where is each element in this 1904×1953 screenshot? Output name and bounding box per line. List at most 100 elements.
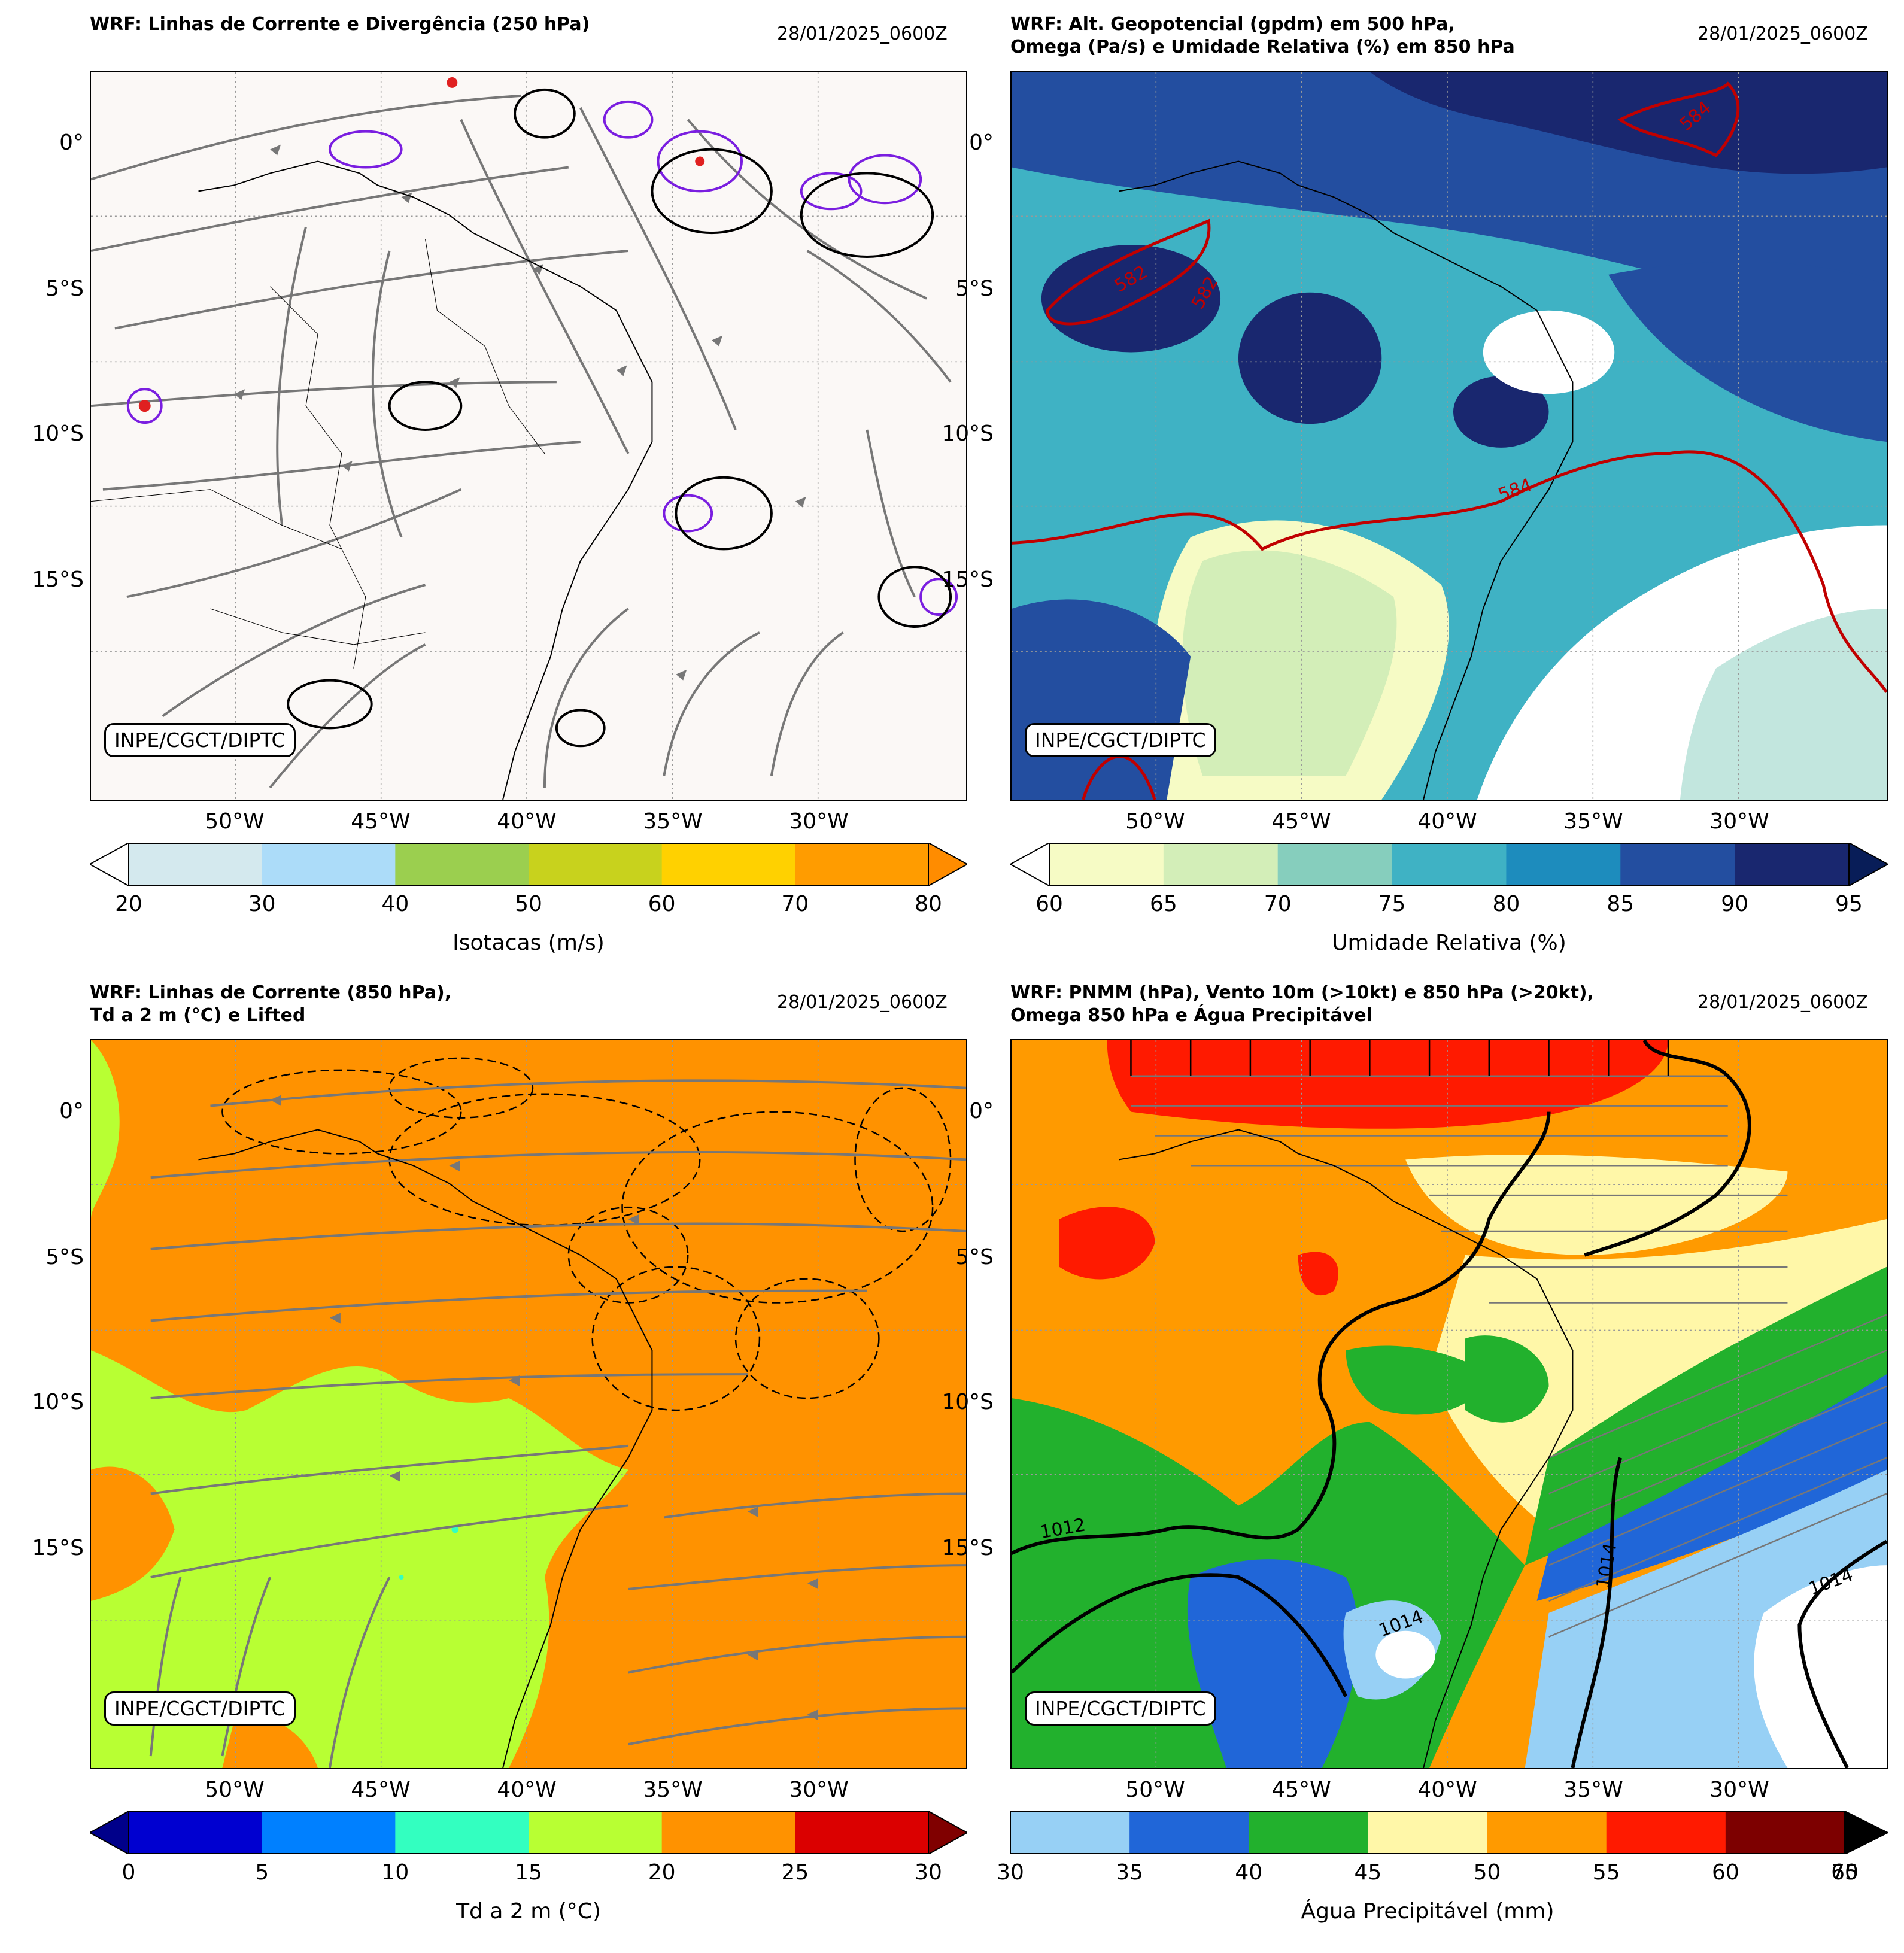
colorbar-segment bbox=[1735, 843, 1850, 886]
colorbar-tick-label: 75 bbox=[1378, 892, 1406, 916]
colorbar-tick-label: 50 bbox=[515, 892, 542, 916]
colorbar-label: Umidade Relativa (%) bbox=[1332, 931, 1566, 955]
lon-label: 30°W bbox=[789, 809, 849, 834]
map-pnmm: 1012 1014 1014 1014 INPE/CGCT/DIPTC bbox=[1010, 1039, 1888, 1769]
colorbar-extend-low bbox=[90, 843, 129, 886]
colorbar-label: Td a 2 m (°C) bbox=[456, 1899, 601, 1924]
panel-title: WRF: PNMM (hPa), Vento 10m (>10kt) e 850… bbox=[1010, 982, 1595, 1003]
colorbar-tick-label: 40 bbox=[1235, 1860, 1263, 1885]
colorbar-tick-label: 70 bbox=[1264, 892, 1292, 916]
colorbar-segment bbox=[1129, 1811, 1249, 1854]
credit-label: INPE/CGCT/DIPTC bbox=[104, 1691, 296, 1726]
lat-label: 5°S bbox=[955, 277, 994, 301]
colorbar-segment bbox=[1010, 1811, 1130, 1854]
colorbar-tick-label: 70 bbox=[781, 892, 809, 916]
colorbar-segment bbox=[129, 1811, 263, 1854]
map-250hpa: INPE/CGCT/DIPTC bbox=[90, 71, 967, 801]
colorbar-segment bbox=[262, 843, 396, 886]
colorbar bbox=[1010, 843, 1888, 886]
lon-label: 35°W bbox=[643, 1778, 703, 1802]
lon-label: 50°W bbox=[205, 1778, 265, 1802]
colorbar-tick-label: 10 bbox=[381, 1860, 409, 1885]
colorbar-tick-label: 30 bbox=[248, 892, 276, 916]
colorbar-label: Isotacas (m/s) bbox=[453, 931, 605, 955]
colorbar-tick-label: 5 bbox=[255, 1860, 269, 1885]
lon-label: 45°W bbox=[351, 1778, 411, 1802]
colorbar-segment bbox=[1049, 843, 1164, 886]
lat-label: 10°S bbox=[942, 1390, 994, 1414]
colorbar-segment bbox=[1620, 843, 1735, 886]
colorbar-svg bbox=[1010, 1811, 1888, 1854]
lon-label: 40°W bbox=[1417, 809, 1477, 834]
panel-date: 28/01/2025_0600Z bbox=[777, 23, 948, 44]
lon-label: 40°W bbox=[497, 809, 557, 834]
colorbar-segment bbox=[1368, 1811, 1488, 1854]
lat-label: 5°S bbox=[45, 1245, 84, 1269]
map-graphics bbox=[91, 72, 966, 800]
colorbar-tick-label: 20 bbox=[648, 1860, 676, 1885]
colorbar-segment bbox=[1487, 1811, 1607, 1854]
credit-label: INPE/CGCT/DIPTC bbox=[104, 723, 296, 757]
lon-label: 35°W bbox=[643, 809, 703, 834]
colorbar-tick-label: 15 bbox=[515, 1860, 542, 1885]
colorbar-extend-low bbox=[1010, 843, 1050, 886]
lat-label: 5°S bbox=[955, 1245, 994, 1269]
colorbar-segment bbox=[395, 1811, 529, 1854]
lon-label: 50°W bbox=[1125, 809, 1185, 834]
lat-label: 5°S bbox=[45, 277, 84, 301]
panel-subtitle: Omega 850 hPa e Água Precipitável bbox=[1010, 1005, 1372, 1026]
colorbar-segment bbox=[395, 843, 529, 886]
colorbar-tick-label: 70 bbox=[1831, 1860, 1859, 1885]
map-500hpa: 584 582 582 584 INPE/CGCT/DIPTC bbox=[1010, 71, 1888, 801]
colorbar-tick-label: 40 bbox=[381, 892, 409, 916]
colorbar bbox=[1010, 1811, 1888, 1854]
lon-label: 30°W bbox=[1709, 809, 1769, 834]
colorbar-tick-label: 65 bbox=[1149, 892, 1177, 916]
colorbar-tick-label: 80 bbox=[1492, 892, 1520, 916]
colorbar-segment bbox=[661, 843, 795, 886]
colorbar-tick-label: 65 bbox=[1831, 1860, 1859, 1885]
lat-label: 15°S bbox=[32, 567, 84, 592]
colorbar-segment bbox=[661, 1811, 795, 1854]
map-850hpa: INPE/CGCT/DIPTC bbox=[90, 1039, 967, 1769]
colorbar-segment bbox=[529, 1811, 663, 1854]
panel-title: WRF: Linhas de Corrente e Divergência (2… bbox=[90, 14, 590, 35]
panel-title: WRF: Linhas de Corrente (850 hPa), bbox=[90, 982, 452, 1003]
lat-label: 10°S bbox=[942, 421, 994, 446]
colorbar bbox=[90, 1811, 967, 1854]
colorbar-tick-label: 30 bbox=[997, 1860, 1024, 1885]
lon-label: 30°W bbox=[1709, 1778, 1769, 1802]
lon-label: 30°W bbox=[789, 1778, 849, 1802]
colorbar-tick-label: 80 bbox=[915, 892, 942, 916]
lat-label: 0° bbox=[59, 130, 84, 155]
lat-label: 0° bbox=[59, 1099, 84, 1123]
lon-label: 45°W bbox=[1271, 1778, 1331, 1802]
colorbar-svg bbox=[90, 843, 967, 886]
lon-label: 35°W bbox=[1563, 809, 1623, 834]
colorbar-extend-high bbox=[928, 1811, 967, 1854]
map-graphics: 1012 1014 1014 1014 bbox=[1012, 1040, 1887, 1768]
colorbar-tick-label: 30 bbox=[915, 1860, 942, 1885]
credit-label: INPE/CGCT/DIPTC bbox=[1025, 1691, 1216, 1726]
colorbar-tick-label: 50 bbox=[1473, 1860, 1501, 1885]
lat-label: 0° bbox=[969, 1099, 994, 1123]
map-graphics: 584 582 582 584 bbox=[1012, 72, 1887, 800]
lon-label: 50°W bbox=[1125, 1778, 1185, 1802]
colorbar-extend-high bbox=[928, 843, 967, 886]
colorbar-extend-high bbox=[1844, 1811, 1888, 1854]
lon-label: 50°W bbox=[205, 809, 265, 834]
panel-title: WRF: Alt. Geopotencial (gpdm) em 500 hPa… bbox=[1010, 14, 1455, 35]
colorbar-segment bbox=[795, 843, 929, 886]
colorbar-tick-label: 55 bbox=[1592, 1860, 1620, 1885]
colorbar-tick-label: 60 bbox=[1711, 1860, 1739, 1885]
colorbar-segment bbox=[1606, 1811, 1726, 1854]
colorbar-tick-label: 90 bbox=[1721, 892, 1749, 916]
panel-date: 28/01/2025_0600Z bbox=[1697, 23, 1868, 44]
lat-label: 15°S bbox=[942, 1536, 994, 1560]
colorbar-extend-low bbox=[90, 1811, 129, 1854]
colorbar-tick-label: 60 bbox=[648, 892, 676, 916]
colorbar bbox=[90, 843, 967, 886]
lat-label: 15°S bbox=[942, 567, 994, 592]
colorbar-svg bbox=[1010, 843, 1888, 886]
colorbar-tick-label: 20 bbox=[115, 892, 142, 916]
